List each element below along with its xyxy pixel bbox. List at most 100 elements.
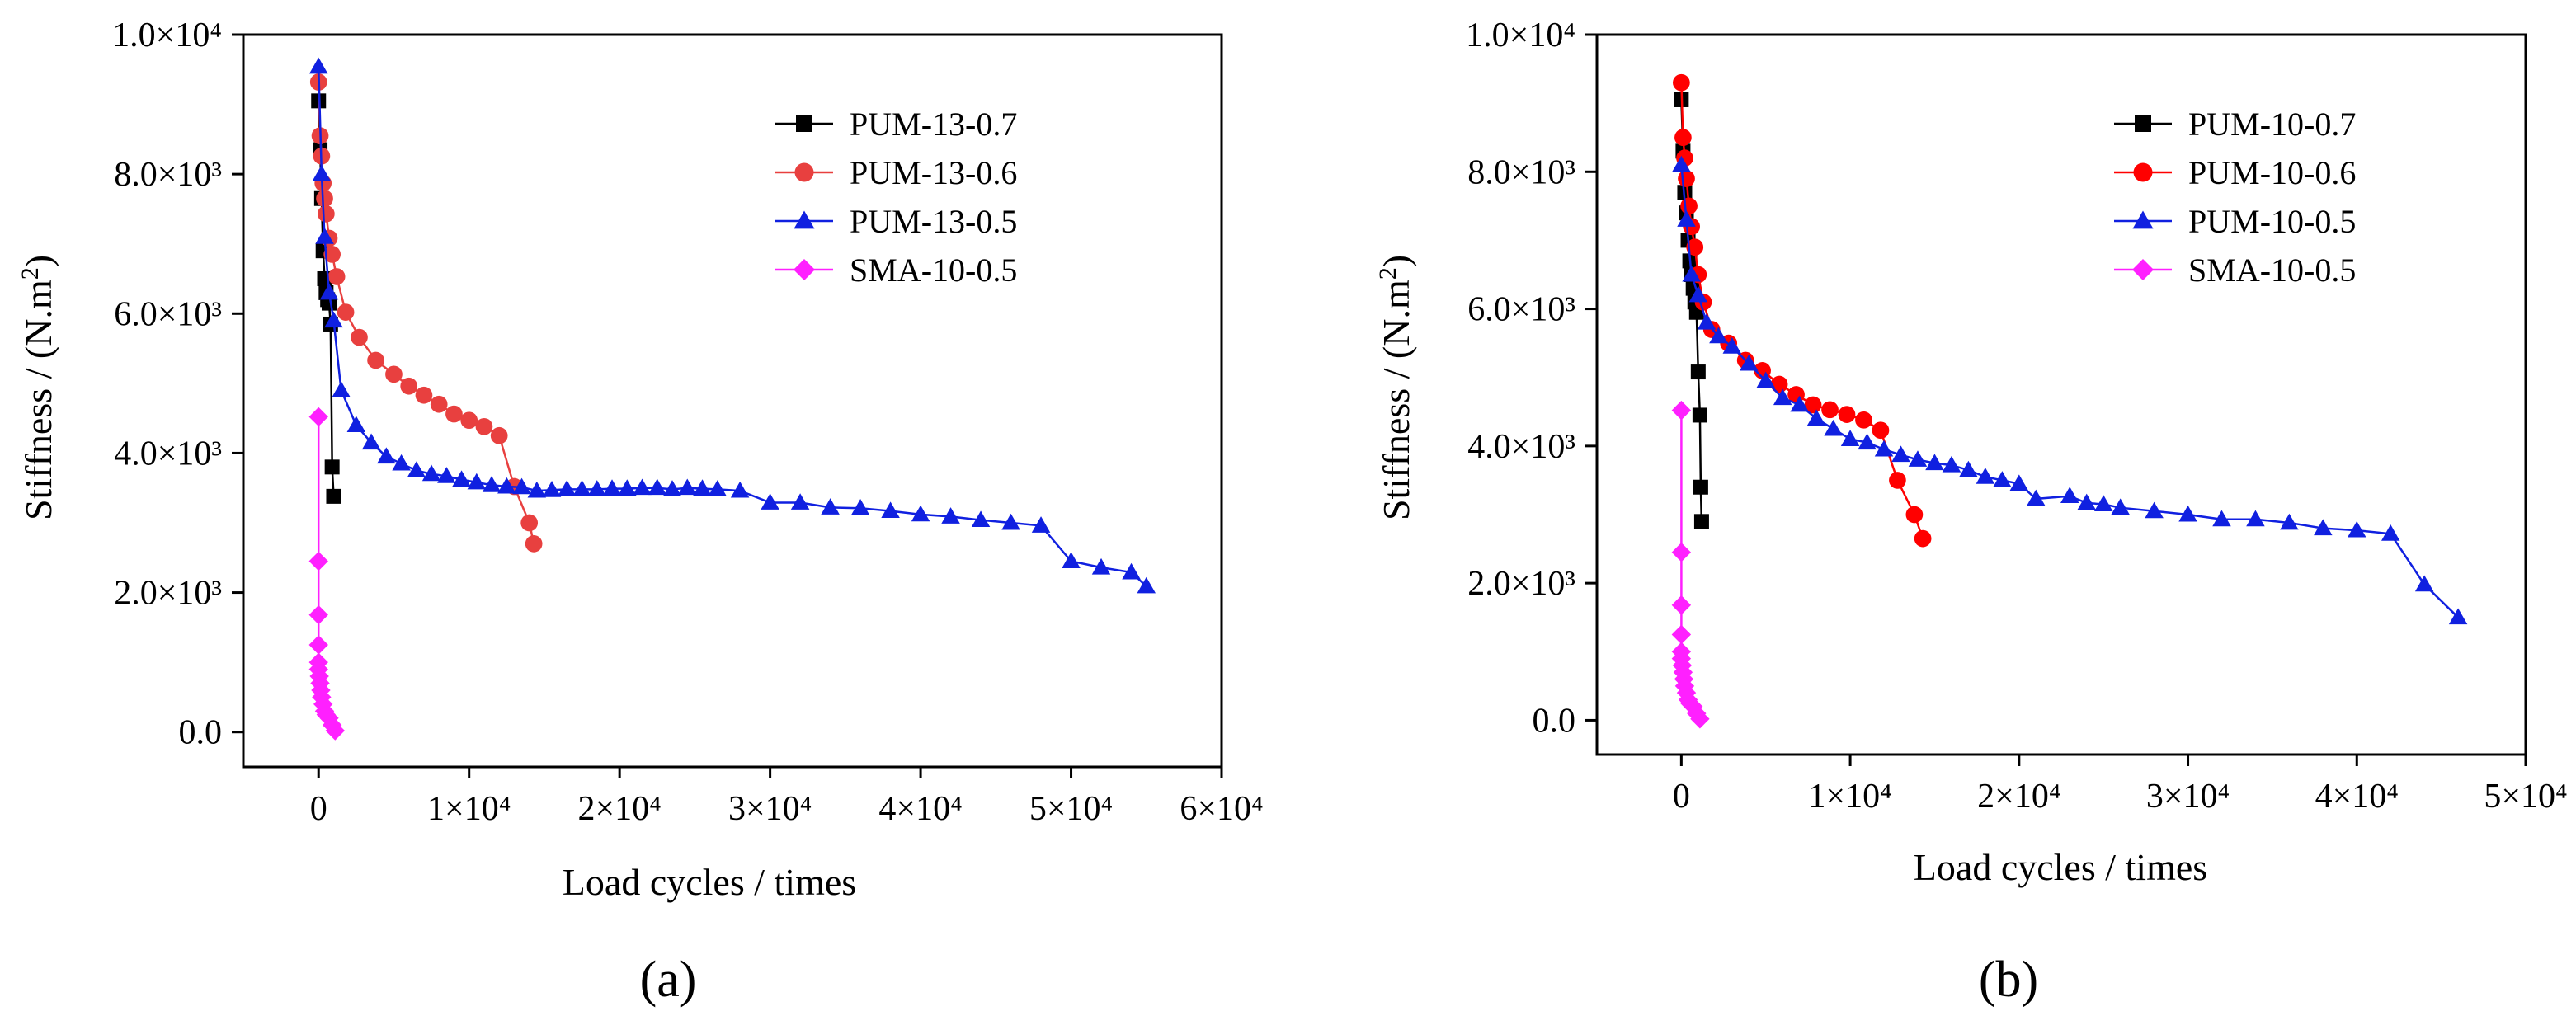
data-point xyxy=(437,467,456,483)
data-point xyxy=(2145,501,2164,519)
data-point xyxy=(367,351,384,369)
legend-label: PUM-13-0.6 xyxy=(850,154,1017,191)
data-point xyxy=(1993,471,2012,487)
legend-item: PUM-13-0.6 xyxy=(775,154,1017,191)
data-point xyxy=(308,551,328,571)
data-point xyxy=(587,480,607,496)
data-point xyxy=(1889,472,1906,489)
data-point xyxy=(323,246,341,263)
x-ticks-a: 0 1×10⁴ 2×10⁴ 3×10⁴ 4×10⁴ 5×10⁴ 6×10⁴ xyxy=(310,767,1264,828)
data-point xyxy=(392,454,411,471)
legend-item: PUM-10-0.6 xyxy=(2114,154,2356,191)
data-point xyxy=(1709,327,1728,344)
data-point xyxy=(558,480,577,496)
data-point xyxy=(1671,543,1692,562)
data-point xyxy=(821,498,840,515)
data-point xyxy=(790,493,810,510)
y-axis-title-a: Stiffness / (N.m2) xyxy=(16,255,59,520)
data-point xyxy=(1821,401,1839,419)
data-point xyxy=(415,386,433,404)
data-point xyxy=(490,426,508,444)
data-point xyxy=(482,476,502,492)
data-point xyxy=(467,473,487,490)
legend-label: PUM-10-0.7 xyxy=(2188,106,2356,143)
x-tick-label: 3×10⁴ xyxy=(2146,778,2230,816)
data-point xyxy=(1678,170,1695,187)
data-point xyxy=(1773,388,1792,406)
legend-marker xyxy=(2133,162,2153,182)
data-point xyxy=(1891,445,1910,463)
data-point xyxy=(1858,433,1877,450)
legend-item: PUM-13-0.7 xyxy=(775,106,1017,143)
x-tick-label: 0 xyxy=(1673,778,1690,816)
data-point xyxy=(1770,375,1788,393)
data-point xyxy=(1671,400,1692,421)
y-tick-label: 1.0×10⁴ xyxy=(1466,16,1575,54)
x-tick-label: 5×10⁴ xyxy=(2484,778,2567,816)
data-point xyxy=(1690,709,1710,729)
data-point xyxy=(318,205,335,223)
legend-label: PUM-13-0.7 xyxy=(850,106,1017,143)
series-SMA-10-0.5 xyxy=(308,407,346,741)
chart-panel-b: 0 1×10⁴ 2×10⁴ 3×10⁴ 4×10⁴ 5×10⁴ 0.0 2.0×10³ 4.0… xyxy=(1374,16,2568,1008)
data-point xyxy=(1976,468,1995,484)
data-point xyxy=(1790,395,1809,412)
data-point xyxy=(2093,495,2113,511)
data-point xyxy=(1697,313,1717,330)
data-point xyxy=(708,480,728,496)
data-point xyxy=(1855,411,1872,429)
data-point xyxy=(2381,524,2400,541)
legend-item: PUM-10-0.7 xyxy=(2114,106,2356,143)
data-point xyxy=(527,481,547,498)
data-point xyxy=(2027,489,2046,506)
series-SMA-10-0.5 xyxy=(1671,400,1710,729)
data-point xyxy=(1942,455,1961,473)
data-point xyxy=(325,721,346,741)
data-point xyxy=(1874,440,1894,457)
legend-marker xyxy=(796,115,812,132)
legend-marker xyxy=(794,162,814,182)
data-point xyxy=(602,479,622,496)
legend-marker xyxy=(2132,210,2154,229)
data-point xyxy=(324,311,343,328)
data-point xyxy=(308,407,328,427)
data-point xyxy=(1680,197,1698,215)
data-point xyxy=(1824,419,1843,436)
data-point xyxy=(308,57,328,74)
data-point xyxy=(2348,520,2366,538)
data-point xyxy=(1671,595,1692,615)
legend-item: SMA-10-0.5 xyxy=(775,252,1017,289)
data-point xyxy=(525,535,543,553)
y-tick-label: 2.0×10³ xyxy=(1467,565,1575,603)
y-ticks-a: 0.0 2.0×10³ 4.0×10³ 6.0×10³ 8.0×10³ 1.0×10⁴ xyxy=(112,16,243,752)
data-point xyxy=(2414,575,2434,592)
data-point xyxy=(407,461,426,478)
data-point xyxy=(460,411,478,430)
data-point xyxy=(633,478,652,496)
data-point xyxy=(312,164,332,181)
x-tick-label: 6×10⁴ xyxy=(1180,790,1263,828)
legend-b: PUM-10-0.7 PUM-10-0.6 PUM-10-0.5 SMA-10-0.5 xyxy=(2114,106,2356,289)
y-tick-label: 4.0×10³ xyxy=(1467,428,1575,466)
data-point xyxy=(308,604,328,625)
y-axis-title-b: Stiffness / (N.m2) xyxy=(1374,255,1417,520)
x-axis-title-b: Load cycles / times xyxy=(1914,846,2207,888)
data-point xyxy=(881,501,900,519)
data-point xyxy=(648,478,667,496)
series-line xyxy=(317,66,1147,587)
data-point xyxy=(445,405,463,423)
data-point xyxy=(400,377,418,395)
y-tick-label: 0.0 xyxy=(179,714,223,752)
data-point xyxy=(385,365,403,383)
series-PUM-10-0.6 xyxy=(1673,73,1932,548)
data-point xyxy=(430,395,448,413)
data-point xyxy=(319,283,339,300)
data-point xyxy=(351,328,368,346)
data-point xyxy=(2060,487,2079,503)
x-tick-label: 2×10⁴ xyxy=(577,790,661,828)
y-ticks-b: 0.0 2.0×10³ 4.0×10³ 6.0×10³ 8.0×10³ 1.0×10⁴ xyxy=(1466,16,1597,740)
data-point xyxy=(1959,460,1978,477)
y-tick-label: 6.0×10³ xyxy=(1467,291,1575,329)
y-tick-label: 8.0×10³ xyxy=(1467,153,1575,191)
data-point xyxy=(1692,407,1707,423)
